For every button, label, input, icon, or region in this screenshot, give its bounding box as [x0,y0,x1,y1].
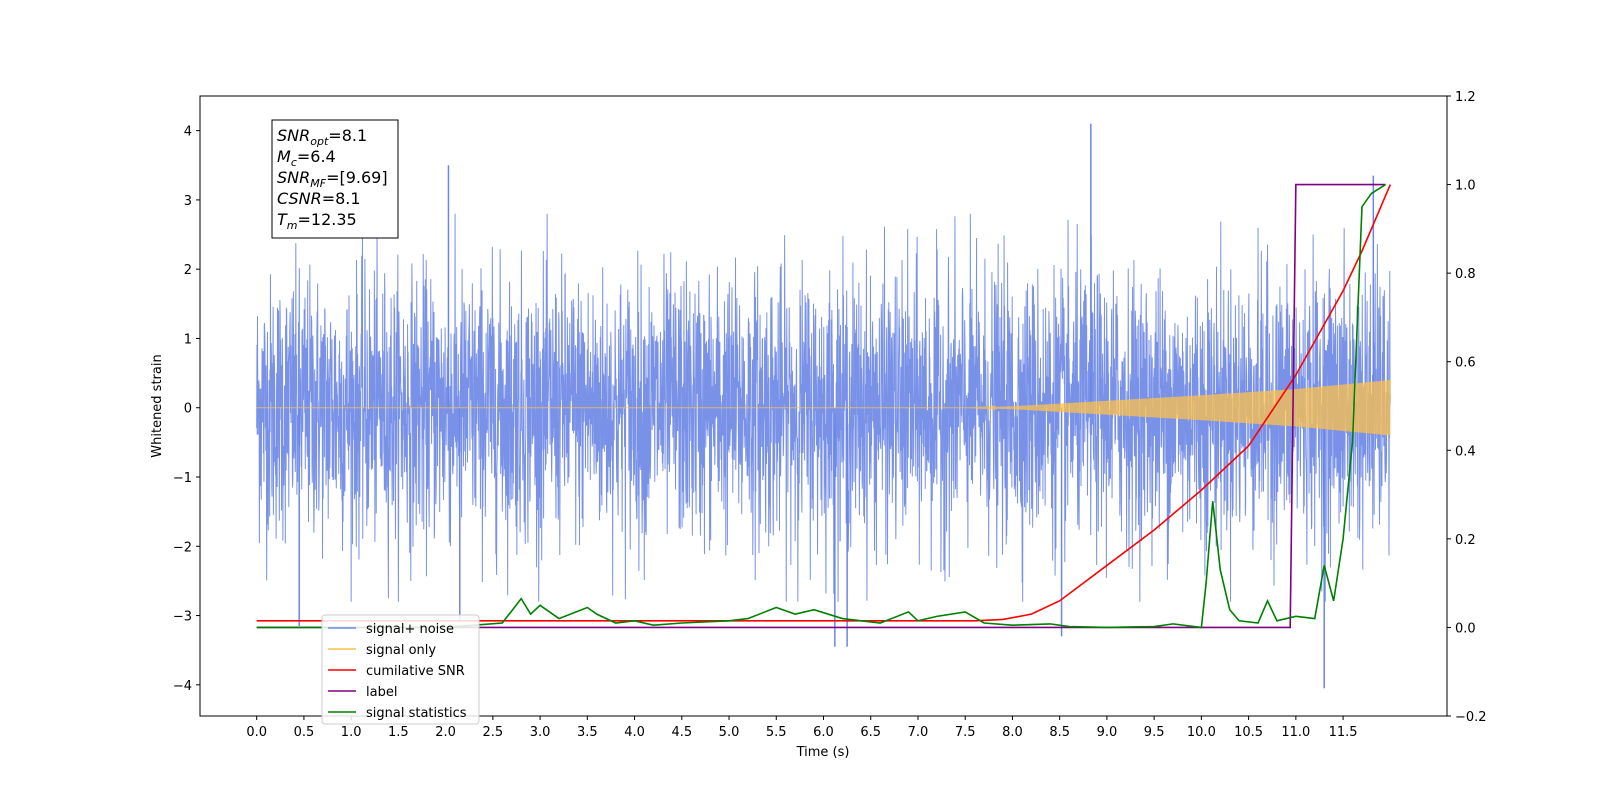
legend-label: signal+ noise [366,622,454,637]
x-tick-label: 10.0 [1187,725,1216,740]
y2-tick-label: 0.6 [1455,356,1476,371]
x-tick-label: 11.5 [1329,725,1358,740]
info-box-line: SNRMF=[9.69] [277,168,388,190]
info-box-frame [271,119,399,239]
y-axis-label: Whitened strain [150,354,165,457]
y2-tick-label: 1.2 [1455,90,1476,105]
x-tick-label: 8.5 [1049,725,1070,740]
series-signal-statistics-line [256,183,1387,629]
legend-label: cumilative SNR [366,664,465,679]
x-tick-label: 11.0 [1281,725,1310,740]
legend-frame [321,614,480,725]
y-tick-label: 0 [184,402,192,417]
legend: signal+ noise signal only cumilative SNR la… [321,614,480,725]
y-tick-label: −1 [173,471,192,486]
x-tick-label: 0.5 [294,725,315,740]
series-cumulative-snr-line [256,184,1392,622]
y2-tick-label: 0.8 [1455,267,1476,282]
x-tick-label: 0.0 [246,725,267,740]
series-label-line [256,183,1386,629]
y-tick-label: −4 [173,679,192,694]
y-axis-left: −4 −3 −2 −1 0 1 2 3 4 [173,125,200,694]
x-tick-label: 4.0 [624,725,645,740]
x-tick-label: 6.5 [860,725,881,740]
x-tick-label: 8.0 [1002,725,1023,740]
y-tick-label: 3 [184,194,192,209]
x-tick-label: 3.0 [530,725,551,740]
x-tick-label: 5.0 [719,725,740,740]
x-tick-label: 5.5 [766,725,787,740]
x-tick-label: 4.5 [671,725,692,740]
y-tick-label: 4 [184,125,192,140]
x-axis: 0.0 0.5 1.0 1.5 2.0 2.5 3.0 3.5 4.0 4.5 5.0 5.5 6.0 6… [246,716,1358,740]
series-signal-only-line [256,380,1391,436]
x-tick-label: 7.0 [908,725,929,740]
info-box-line: Tm=12.35 [277,210,357,232]
x-tick-label: 9.5 [1144,725,1165,740]
y-tick-label: 2 [184,263,192,278]
x-tick-label: 7.5 [955,725,976,740]
y2-tick-label: 0.4 [1455,444,1476,459]
legend-label: label [366,685,397,700]
y-tick-label: −2 [173,540,192,555]
x-tick-label: 3.5 [577,725,598,740]
series-layer [256,123,1392,689]
x-tick-label: 10.5 [1234,725,1263,740]
x-tick-label: 6.0 [813,725,834,740]
x-axis-label: Time (s) [796,745,850,760]
x-tick-label: 9.0 [1097,725,1118,740]
y-axis-right: −0.2 0.0 0.2 0.4 0.6 0.8 1.0 1.2 [1447,90,1487,725]
x-tick-label: 1.5 [388,725,409,740]
legend-label: signal statistics [366,706,467,721]
y2-tick-label: −0.2 [1455,710,1487,725]
y-tick-label: −3 [173,610,192,625]
y2-tick-label: 0.2 [1455,533,1476,548]
y-tick-label: 1 [184,332,192,347]
x-tick-label: 2.5 [483,725,504,740]
legend-label: signal only [366,643,436,658]
info-box-line: Mc=6.4 [277,147,336,169]
y2-tick-label: 1.0 [1455,179,1476,194]
y2-tick-label: 0.0 [1455,621,1476,636]
x-tick-label: 2.0 [435,725,456,740]
x-tick-label: 1.0 [341,725,362,740]
info-box-line: SNRopt=8.1 [277,126,367,148]
info-box-line: CSNR=8.1 [277,189,361,208]
